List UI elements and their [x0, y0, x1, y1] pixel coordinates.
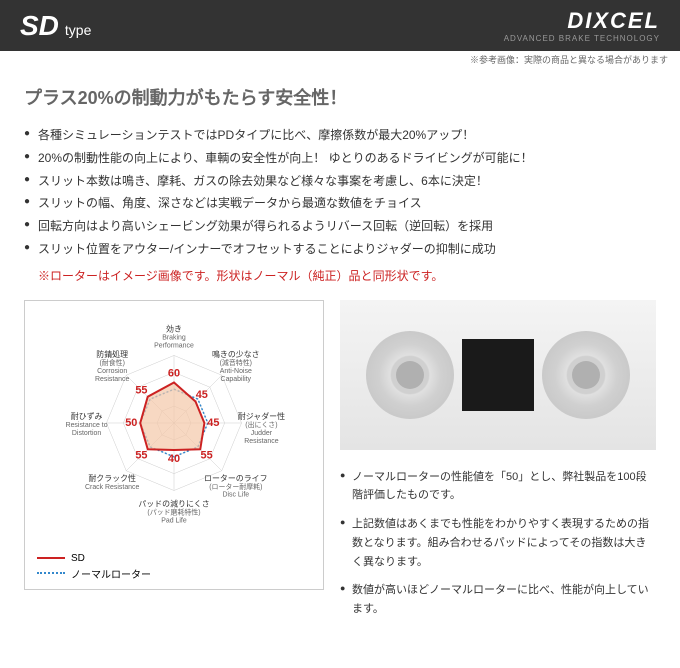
bullet-item: スリットの幅、角度、深さなどは実戦データから最適な数値をチョイス — [24, 192, 656, 215]
svg-text:55: 55 — [135, 384, 147, 396]
svg-text:Distortion: Distortion — [72, 430, 101, 437]
svg-text:ローターのライフ: ローターのライフ — [204, 474, 267, 483]
bullet-item: 20%の制動性能の向上により、車輌の安全性が向上！ ゆとりのあるドライビングが可… — [24, 147, 656, 170]
type-label: type — [65, 22, 91, 38]
brand-tagline: ADVANCED BRAKE TECHNOLOGY — [504, 34, 660, 43]
svg-text:55: 55 — [135, 449, 147, 461]
warning-text: ※ローターはイメージ画像です。形状はノーマル（純正）品と同形状です。 — [24, 267, 656, 284]
svg-text:40: 40 — [168, 453, 180, 465]
svg-text:鳴きの少なさ: 鳴きの少なさ — [212, 349, 260, 359]
radar-chart: 効きBrakingPerformance 鳴きの少なさ(減音特性)Anti-Noi… — [24, 300, 324, 590]
svg-text:Capability: Capability — [221, 376, 252, 383]
content-area: プラス20%の制動力がもたらす安全性！ 各種シミュレーションテストではPDタイプ… — [0, 68, 680, 645]
legend-line-icon — [37, 572, 65, 574]
svg-text:(出にくさ): (出にくさ) — [245, 420, 277, 429]
svg-text:Disc Life: Disc Life — [223, 491, 250, 498]
header-left: SD type — [20, 10, 91, 42]
svg-text:Judder: Judder — [251, 430, 273, 437]
svg-text:耐クラック性: 耐クラック性 — [88, 473, 136, 483]
legend-label: ノーマルローター — [71, 566, 151, 581]
bullet-item: スリット本数は鳴き、摩耗、ガスの除去効果など様々な事案を考慮し、6本に決定！ — [24, 170, 656, 193]
svg-text:耐ひずみ: 耐ひずみ — [71, 411, 103, 421]
reference-note: ※参考画像：実際の商品と異なる場合があります — [0, 51, 680, 68]
chart-legend: SD ノーマルローター — [37, 553, 151, 583]
svg-text:50: 50 — [125, 417, 137, 429]
header-right: DIXCEL ADVANCED BRAKE TECHNOLOGY — [504, 8, 660, 43]
svg-text:(耐食性): (耐食性) — [99, 358, 124, 367]
product-image — [340, 300, 656, 450]
svg-text:防錆処理: 防錆処理 — [96, 349, 128, 359]
box-icon — [462, 339, 534, 411]
bullet-item: 数値が高いほどノーマルローターに比べ、性能が向上しています。 — [340, 581, 656, 618]
legend-line-icon — [37, 557, 65, 559]
legend-sd: SD — [37, 553, 151, 564]
disc-icon — [542, 331, 630, 419]
svg-text:60: 60 — [168, 367, 180, 379]
svg-text:耐ジャダー性: 耐ジャダー性 — [238, 411, 285, 421]
feature-bullets: 各種シミュレーションテストではPDタイプに比べ、摩擦係数が最大20%アップ！ 2… — [24, 124, 656, 261]
svg-text:45: 45 — [196, 389, 208, 401]
svg-text:Braking: Braking — [162, 334, 186, 341]
header-bar: SD type DIXCEL ADVANCED BRAKE TECHNOLOGY — [0, 0, 680, 51]
right-column: ノーマルローターの性能値を「50」とし、弊社製品を100段階評価したものです。 … — [340, 300, 656, 629]
bullet-item: 上記数値はあくまでも性能をわかりやすく表現するための指数となります。組み合わせる… — [340, 515, 656, 571]
explanation-bullets: ノーマルローターの性能値を「50」とし、弊社製品を100段階評価したものです。 … — [340, 468, 656, 619]
disc-icon — [366, 331, 454, 419]
svg-text:Resistance: Resistance — [95, 376, 129, 383]
svg-text:(減音特性): (減音特性) — [220, 358, 252, 367]
sd-label: SD — [20, 10, 59, 42]
lower-section: 効きBrakingPerformance 鳴きの少なさ(減音特性)Anti-Noi… — [24, 300, 656, 629]
svg-text:Crack Resistance: Crack Resistance — [85, 484, 140, 491]
svg-text:45: 45 — [207, 417, 219, 429]
svg-text:55: 55 — [201, 449, 213, 461]
legend-label: SD — [71, 553, 85, 564]
svg-text:(ローター耐摩耗): (ローター耐摩耗) — [209, 482, 262, 491]
svg-text:(パッド磨耗特性): (パッド磨耗特性) — [147, 507, 200, 516]
legend-normal: ノーマルローター — [37, 566, 151, 581]
svg-text:効き: 効き — [166, 323, 182, 333]
svg-text:Resistance: Resistance — [244, 438, 278, 445]
svg-text:Resistance to: Resistance to — [66, 422, 108, 429]
bullet-item: ノーマルローターの性能値を「50」とし、弊社製品を100段階評価したものです。 — [340, 468, 656, 505]
svg-text:Corrosion: Corrosion — [97, 368, 127, 375]
svg-text:Performance: Performance — [154, 342, 194, 349]
svg-text:Anti-Noise: Anti-Noise — [220, 368, 252, 375]
bullet-item: スリット位置をアウター/インナーでオフセットすることによりジャダーの抑制に成功 — [24, 238, 656, 261]
headline: プラス20%の制動力がもたらす安全性！ — [24, 84, 656, 110]
svg-text:Pad Life: Pad Life — [161, 517, 187, 524]
bullet-item: 各種シミュレーションテストではPDタイプに比べ、摩擦係数が最大20%アップ！ — [24, 124, 656, 147]
svg-text:パッドの減りにくさ: パッドの減りにくさ — [138, 498, 209, 508]
bullet-item: 回転方向はより高いシェービング効果が得られるようリバース回転（逆回転）を採用 — [24, 215, 656, 238]
brand-logo: DIXCEL — [504, 8, 660, 34]
